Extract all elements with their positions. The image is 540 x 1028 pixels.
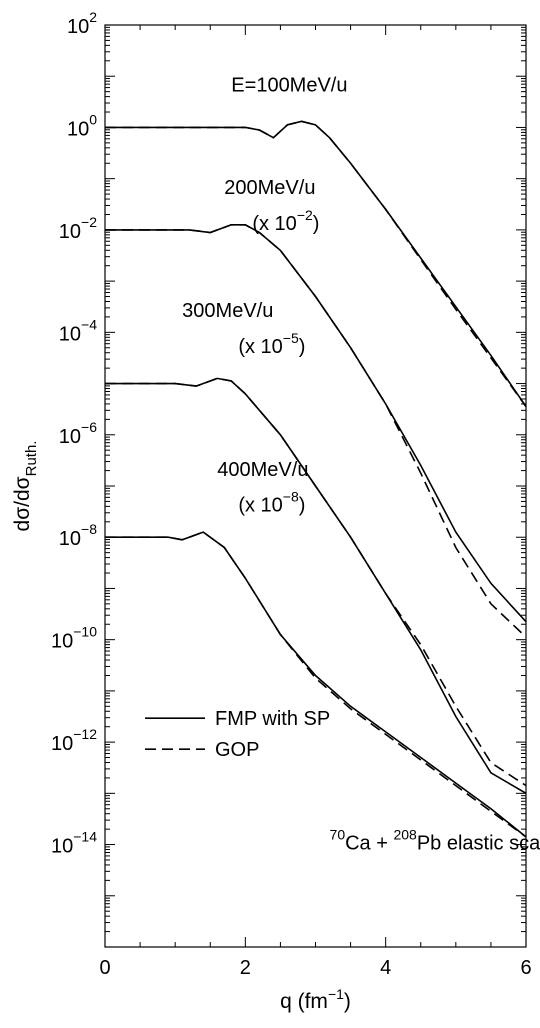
y-tick-label: 10−10 [51,624,97,653]
annotation-s300: (x 10−5) [238,330,305,358]
series-fmp-300MeV/u [105,377,527,794]
annotation-e200: 200MeV/u [224,177,315,199]
y-tick-label: 10−14 [51,829,97,858]
annotation-e100: E=100MeV/u [231,75,347,97]
y-tick-label: 100 [67,111,97,140]
series-fmp-200MeV/u [105,224,527,623]
series-gop-200MeV/u [105,224,527,638]
series-fmp-400MeV/u [105,531,527,838]
x-tick-label: 6 [520,957,531,979]
annotation-s400: (x 10−8) [238,489,305,517]
series-group [105,120,527,838]
y-tick-label: 10−4 [59,316,97,345]
series-gop-100MeV/u [105,120,527,408]
annotation-s200: (x 10−2) [252,207,319,235]
series-fmp-100MeV/u [105,120,527,408]
legend-label: FMP with SP [215,708,330,730]
y-tick-label: 10−2 [59,214,97,243]
y-tick-label: 10−12 [51,726,97,755]
annotation-reaction: 70Ca + 208Pb elastic scattering [330,827,540,855]
y-axis-label: dσ/dσRuth. [11,441,40,532]
y-tick-label: 102 [67,9,97,38]
x-axis-label: q (fm−1) [280,986,351,1013]
annotation-e300: 300MeV/u [182,300,273,322]
annotation-e400: 400MeV/u [217,459,308,481]
series-gop-400MeV/u [105,531,527,838]
y-tick-label: 10−8 [59,521,97,550]
legend-label: GOP [215,739,259,761]
labels-group: q (fm−1) dσ/dσRuth. E=100MeV/u 200MeV/u (x 1… [11,75,540,1013]
ticks: 0 2 4 6 102 100 10−2 10−4 10−6 10−8 10−10 10−12 10−1… [51,9,532,979]
x-tick-label: 2 [240,957,251,979]
x-tick-label: 0 [99,957,110,979]
x-tick-label: 4 [380,957,391,979]
y-tick-label: 10−6 [59,419,97,448]
legend: FMP with SP GOP [145,708,330,761]
